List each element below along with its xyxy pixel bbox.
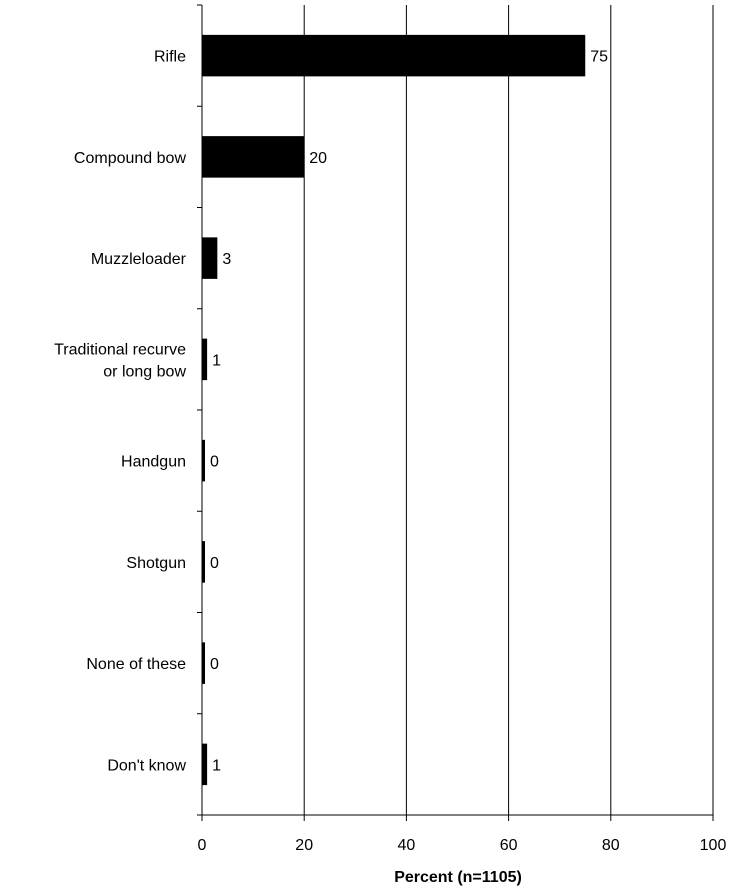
data-label: 0	[210, 656, 219, 673]
category-label: None of these	[86, 656, 186, 673]
axes	[197, 4, 714, 821]
category-label: Muzzleloader	[91, 251, 187, 268]
bars	[202, 34, 586, 786]
category-label: Handgun	[121, 454, 186, 471]
data-label: 20	[309, 150, 327, 167]
bar	[202, 541, 205, 583]
x-tick-label: 80	[602, 837, 620, 854]
category-label: Traditional recurve or long bow	[54, 341, 186, 380]
x-axis-title: Percent (n=1105)	[394, 869, 522, 886]
bar	[202, 237, 218, 279]
gridlines	[303, 5, 714, 815]
category-label-line: None of these	[86, 656, 186, 673]
bar	[202, 642, 205, 684]
bar	[202, 439, 205, 482]
category-label-line: Handgun	[121, 454, 186, 471]
x-tick-label: 40	[398, 837, 416, 854]
category-label: Don't know	[107, 757, 186, 774]
data-label: 1	[212, 352, 221, 369]
x-tick-label: 0	[198, 837, 207, 854]
data-label: 0	[210, 555, 219, 572]
category-label-line: Shotgun	[126, 555, 186, 572]
bar	[202, 338, 208, 381]
bar	[202, 136, 305, 178]
bar	[202, 743, 208, 786]
category-label: Rifle	[154, 49, 186, 66]
data-label: 0	[210, 454, 219, 471]
category-label-line: Don't know	[107, 757, 186, 774]
category-label: Compound bow	[74, 150, 187, 167]
category-label-line: Rifle	[154, 49, 186, 66]
category-label-line: Traditional recurve	[54, 341, 186, 358]
bar	[202, 34, 586, 77]
category-label-line: Muzzleloader	[91, 251, 187, 268]
x-tick-label: 100	[700, 837, 727, 854]
data-label: 75	[590, 49, 608, 66]
category-label-line: Compound bow	[74, 150, 187, 167]
data-label: 1	[212, 757, 221, 774]
data-label: 3	[222, 251, 231, 268]
x-tick-label: 20	[295, 837, 313, 854]
category-label-line: or long bow	[103, 363, 186, 380]
category-label: Shotgun	[126, 555, 186, 572]
x-tick-label: 60	[500, 837, 518, 854]
